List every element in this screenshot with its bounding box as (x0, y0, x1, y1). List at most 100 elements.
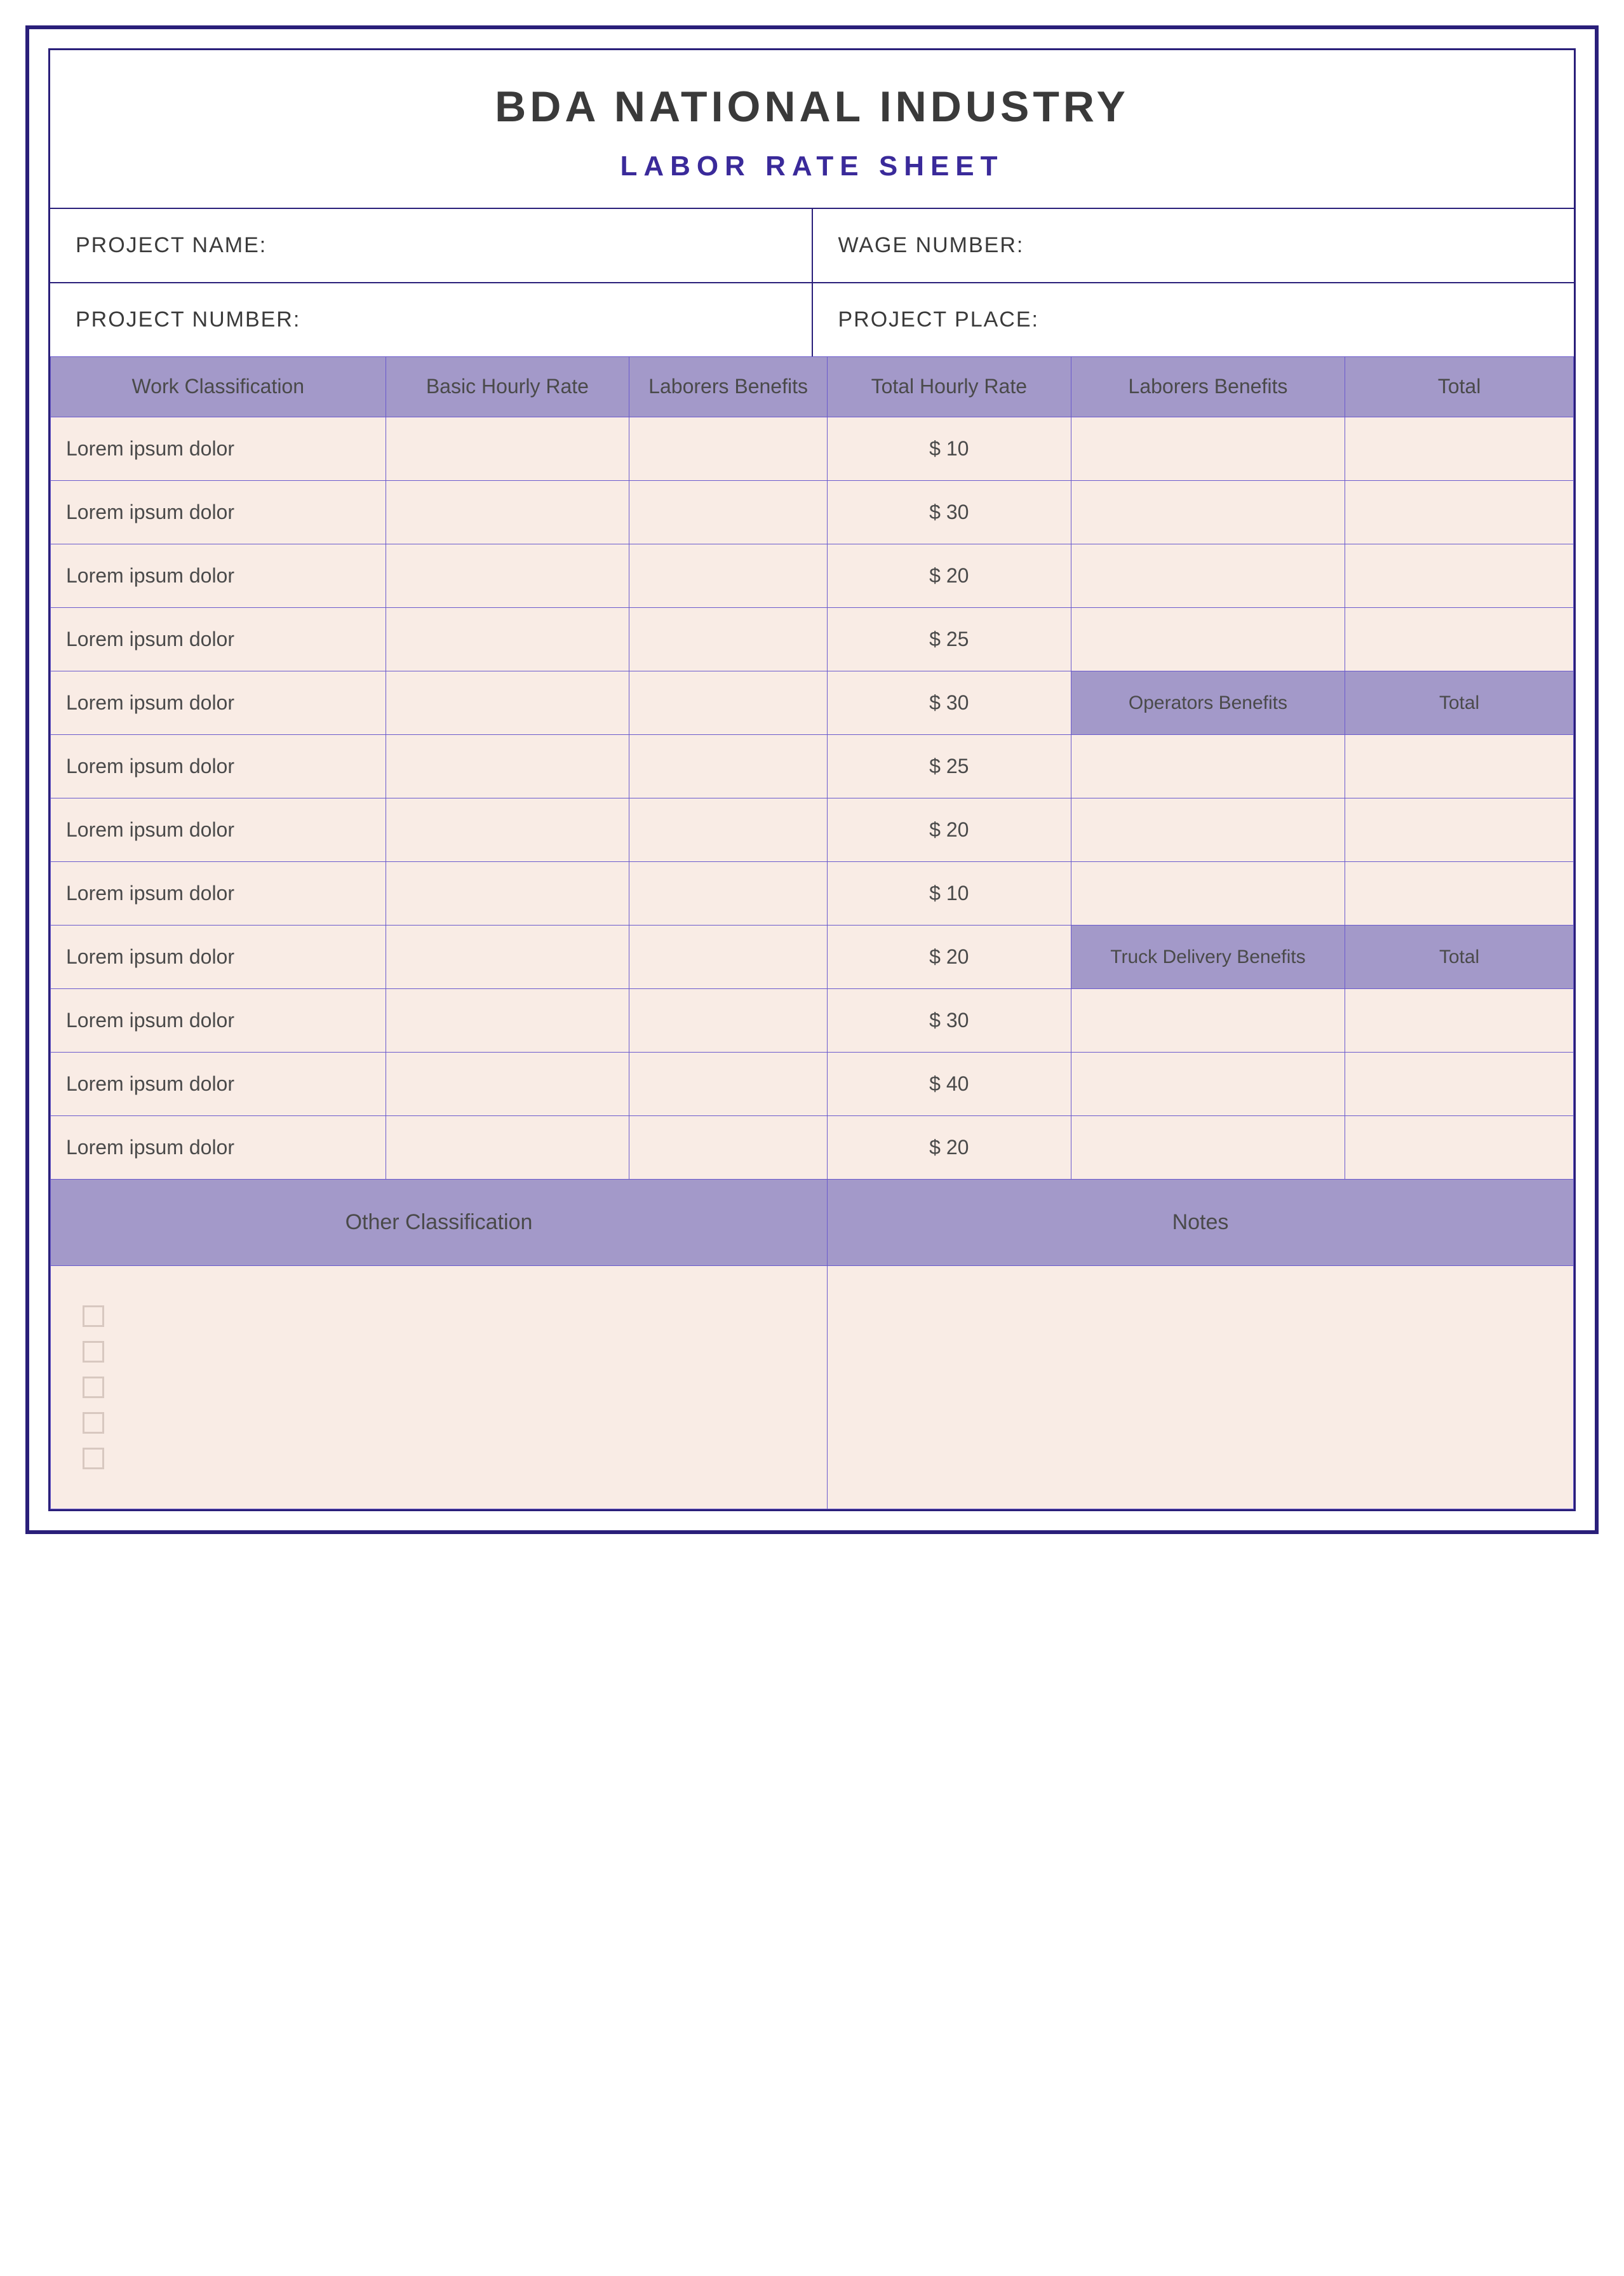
cell-classification: Lorem ipsum dolor (51, 417, 386, 480)
checkbox-item[interactable] (83, 1377, 104, 1398)
cell-basic-rate (386, 671, 629, 734)
cell-benefits-2 (1071, 544, 1345, 607)
cell-benefits-2 (1071, 798, 1345, 861)
cell-benefits (629, 988, 828, 1052)
cell-classification: Lorem ipsum dolor (51, 671, 386, 734)
col-header-basic-rate: Basic Hourly Rate (386, 357, 629, 417)
cell-benefits (629, 607, 828, 671)
cell-basic-rate (386, 861, 629, 925)
notes-body (827, 1265, 1573, 1509)
col-header-laborers-benefits-1: Laborers Benefits (629, 357, 828, 417)
cell-benefits (629, 734, 828, 798)
cell-benefits (629, 861, 828, 925)
table-row: Lorem ipsum dolor $ 20 Truck Delivery Be… (51, 925, 1574, 988)
cell-benefits-2 (1071, 480, 1345, 544)
cell-total (1345, 417, 1574, 480)
checkbox-list (83, 1305, 795, 1469)
cell-classification: Lorem ipsum dolor (51, 1115, 386, 1179)
cell-total (1345, 1052, 1574, 1115)
cell-benefits-2 (1071, 988, 1345, 1052)
rate-table: Work Classification Basic Hourly Rate La… (50, 356, 1574, 1509)
cell-total-hourly: $ 25 (827, 734, 1071, 798)
cell-total-hourly: $ 10 (827, 861, 1071, 925)
cell-classification: Lorem ipsum dolor (51, 480, 386, 544)
cell-classification: Lorem ipsum dolor (51, 861, 386, 925)
table-row: Lorem ipsum dolor $ 20 (51, 798, 1574, 861)
cell-basic-rate (386, 734, 629, 798)
cell-total (1345, 861, 1574, 925)
cell-total-hourly: $ 10 (827, 417, 1071, 480)
rate-sheet: BDA NATIONAL INDUSTRY LABOR RATE SHEET P… (48, 48, 1576, 1511)
cell-benefits (629, 925, 828, 988)
table-row: Lorem ipsum dolor $ 30 (51, 988, 1574, 1052)
cell-basic-rate (386, 1115, 629, 1179)
cell-benefits-2 (1071, 607, 1345, 671)
cell-total (1345, 544, 1574, 607)
other-classification-body (51, 1265, 828, 1509)
cell-benefits-2 (1071, 417, 1345, 480)
cell-benefits (629, 1115, 828, 1179)
cell-classification: Lorem ipsum dolor (51, 1052, 386, 1115)
table-row: Lorem ipsum dolor $ 25 (51, 734, 1574, 798)
cell-total-hourly: $ 20 (827, 544, 1071, 607)
header-block: BDA NATIONAL INDUSTRY LABOR RATE SHEET (50, 50, 1574, 208)
checkbox-item[interactable] (83, 1412, 104, 1434)
cell-benefits (629, 544, 828, 607)
cell-basic-rate (386, 544, 629, 607)
sub-header-truck: Truck Delivery Benefits (1071, 925, 1345, 988)
cell-basic-rate (386, 988, 629, 1052)
col-header-total-hourly: Total Hourly Rate (827, 357, 1071, 417)
cell-total (1345, 734, 1574, 798)
col-header-classification: Work Classification (51, 357, 386, 417)
cell-basic-rate (386, 607, 629, 671)
cell-benefits-2 (1071, 1052, 1345, 1115)
cell-classification: Lorem ipsum dolor (51, 734, 386, 798)
checkbox-item[interactable] (83, 1305, 104, 1327)
main-title: BDA NATIONAL INDUSTRY (63, 82, 1561, 131)
cell-benefits-2 (1071, 1115, 1345, 1179)
cell-total-hourly: $ 30 (827, 988, 1071, 1052)
cell-total-hourly: $ 30 (827, 480, 1071, 544)
cell-total (1345, 988, 1574, 1052)
table-row: Lorem ipsum dolor $ 30 (51, 480, 1574, 544)
cell-benefits (629, 798, 828, 861)
cell-classification: Lorem ipsum dolor (51, 925, 386, 988)
cell-total (1345, 607, 1574, 671)
table-header-row: Work Classification Basic Hourly Rate La… (51, 357, 1574, 417)
outer-frame: BDA NATIONAL INDUSTRY LABOR RATE SHEET P… (25, 25, 1599, 1534)
info-row-2: PROJECT NUMBER: PROJECT PLACE: (50, 282, 1574, 356)
cell-total-hourly: $ 20 (827, 1115, 1071, 1179)
cell-classification: Lorem ipsum dolor (51, 544, 386, 607)
sub-header-truck-total: Total (1345, 925, 1574, 988)
cell-total-hourly: $ 30 (827, 671, 1071, 734)
cell-benefits (629, 480, 828, 544)
cell-total (1345, 480, 1574, 544)
cell-total-hourly: $ 20 (827, 925, 1071, 988)
cell-benefits-2 (1071, 734, 1345, 798)
footer-notes: Notes (827, 1179, 1573, 1265)
cell-total-hourly: $ 25 (827, 607, 1071, 671)
project-name-label: PROJECT NAME: (50, 209, 812, 282)
table-row: Lorem ipsum dolor $ 20 (51, 1115, 1574, 1179)
footer-body-row (51, 1265, 1574, 1509)
cell-benefits-2 (1071, 861, 1345, 925)
project-place-label: PROJECT PLACE: (812, 283, 1574, 356)
sub-title: LABOR RATE SHEET (63, 151, 1561, 182)
cell-basic-rate (386, 480, 629, 544)
table-row: Lorem ipsum dolor $ 10 (51, 417, 1574, 480)
info-row-1: PROJECT NAME: WAGE NUMBER: (50, 208, 1574, 282)
cell-classification: Lorem ipsum dolor (51, 988, 386, 1052)
cell-basic-rate (386, 925, 629, 988)
cell-total (1345, 1115, 1574, 1179)
table-row: Lorem ipsum dolor $ 10 (51, 861, 1574, 925)
sub-header-operators: Operators Benefits (1071, 671, 1345, 734)
checkbox-item[interactable] (83, 1448, 104, 1469)
cell-total-hourly: $ 20 (827, 798, 1071, 861)
cell-classification: Lorem ipsum dolor (51, 798, 386, 861)
wage-number-label: WAGE NUMBER: (812, 209, 1574, 282)
footer-other-classification: Other Classification (51, 1179, 828, 1265)
table-row: Lorem ipsum dolor $ 20 (51, 544, 1574, 607)
checkbox-item[interactable] (83, 1341, 104, 1363)
cell-benefits (629, 671, 828, 734)
col-header-total: Total (1345, 357, 1574, 417)
